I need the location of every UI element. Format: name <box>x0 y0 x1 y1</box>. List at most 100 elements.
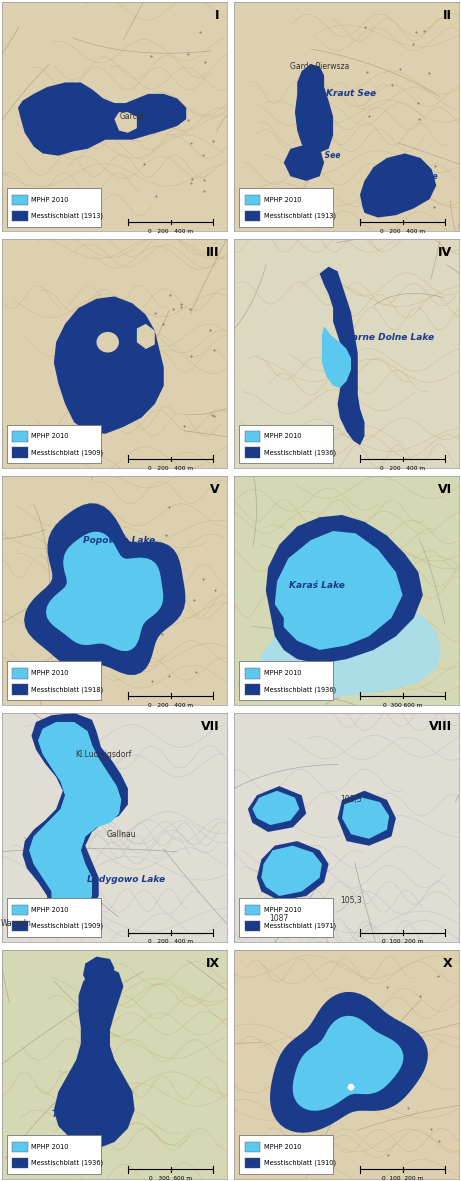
Bar <box>12 1142 28 1153</box>
Text: MPHP 2010: MPHP 2010 <box>31 433 69 439</box>
FancyBboxPatch shape <box>239 899 333 938</box>
Text: VIII: VIII <box>429 719 452 732</box>
Ellipse shape <box>96 332 119 352</box>
FancyBboxPatch shape <box>7 425 101 463</box>
Bar <box>244 1159 260 1168</box>
Text: 0   200   400 m: 0 200 400 m <box>148 229 193 234</box>
Polygon shape <box>270 992 428 1133</box>
Text: 0  100  200 m: 0 100 200 m <box>382 1176 423 1181</box>
Polygon shape <box>360 154 436 217</box>
Text: Czarne Dolne Lake: Czarne Dolne Lake <box>340 333 434 342</box>
Text: Messtischblatt (1936): Messtischblatt (1936) <box>31 1160 104 1167</box>
Text: MPHP 2010: MPHP 2010 <box>31 1144 69 1150</box>
Text: 0  100  200 m: 0 100 200 m <box>382 940 423 945</box>
Text: VI: VI <box>438 483 452 496</box>
Polygon shape <box>293 1016 403 1111</box>
Text: MPHP 2010: MPHP 2010 <box>264 1144 301 1150</box>
Text: MPHP 2010: MPHP 2010 <box>31 907 69 913</box>
Polygon shape <box>275 531 402 650</box>
FancyBboxPatch shape <box>7 1135 101 1174</box>
Text: Schloß-See: Schloß-See <box>75 389 131 397</box>
Bar <box>12 921 28 932</box>
Text: Kraut See: Kraut See <box>326 90 376 98</box>
Text: MPHP 2010: MPHP 2010 <box>264 907 301 913</box>
Polygon shape <box>342 797 389 839</box>
Polygon shape <box>20 722 121 928</box>
Text: Garcią: Garcią <box>120 112 145 122</box>
Polygon shape <box>18 83 186 156</box>
Text: Messtischblatt (1910): Messtischblatt (1910) <box>264 1160 336 1167</box>
Text: Messtischblatt (1909): Messtischblatt (1909) <box>31 924 104 929</box>
Text: 0   300  600 m: 0 300 600 m <box>149 1176 192 1181</box>
Text: 0   200   400 m: 0 200 400 m <box>148 703 193 707</box>
FancyBboxPatch shape <box>239 188 333 227</box>
Bar <box>244 905 260 915</box>
Polygon shape <box>248 787 306 831</box>
Text: 0   200   400 m: 0 200 400 m <box>148 465 193 471</box>
Text: X: X <box>443 957 452 970</box>
Text: Przebernal See: Przebernal See <box>372 171 437 181</box>
Text: I: I <box>215 9 220 22</box>
Text: Karaś Lake: Karaś Lake <box>290 581 345 590</box>
Polygon shape <box>46 531 163 651</box>
Polygon shape <box>83 957 114 988</box>
Polygon shape <box>337 791 396 846</box>
Polygon shape <box>137 324 155 350</box>
Text: MPHP 2010: MPHP 2010 <box>264 433 301 439</box>
Text: Messtischblatt (1936): Messtischblatt (1936) <box>264 686 336 692</box>
Text: V: V <box>210 483 220 496</box>
Polygon shape <box>257 605 441 700</box>
Bar <box>244 195 260 204</box>
Text: 1087: 1087 <box>270 914 289 924</box>
Text: VII: VII <box>201 719 220 732</box>
Text: Messtischblatt (1913): Messtischblatt (1913) <box>31 213 103 218</box>
Polygon shape <box>24 503 185 674</box>
Polygon shape <box>252 791 300 826</box>
Bar <box>244 210 260 221</box>
Text: Trupel Lake: Trupel Lake <box>52 1110 110 1120</box>
Bar <box>12 448 28 458</box>
Bar <box>12 668 28 679</box>
Text: Messtischblatt (1909): Messtischblatt (1909) <box>31 449 104 456</box>
Text: Großer See: Großer See <box>36 119 94 129</box>
Bar <box>12 1159 28 1168</box>
Text: 0   200   400 m: 0 200 400 m <box>148 940 193 945</box>
Text: MPHP 2010: MPHP 2010 <box>31 671 69 677</box>
Text: Messtischblatt (1936): Messtischblatt (1936) <box>264 449 336 456</box>
FancyBboxPatch shape <box>7 899 101 938</box>
Text: 0   200   400 m: 0 200 400 m <box>380 229 425 234</box>
Text: 0   200   400 m: 0 200 400 m <box>380 465 425 471</box>
Text: Lodygowo Lake: Lodygowo Lake <box>87 875 165 885</box>
Polygon shape <box>54 966 135 1149</box>
Bar <box>244 448 260 458</box>
Polygon shape <box>16 713 128 933</box>
FancyBboxPatch shape <box>239 1135 333 1174</box>
Text: 0  300 600 m: 0 300 600 m <box>383 703 422 707</box>
FancyBboxPatch shape <box>239 425 333 463</box>
Bar <box>12 195 28 204</box>
Text: Messtischblatt (1971): Messtischblatt (1971) <box>264 924 336 929</box>
Text: MPHP 2010: MPHP 2010 <box>264 196 301 203</box>
Text: Messtischblatt (1918): Messtischblatt (1918) <box>31 686 104 692</box>
Text: 103,5: 103,5 <box>340 795 362 804</box>
Text: IV: IV <box>438 246 452 259</box>
Bar <box>244 1142 260 1153</box>
Text: Kamin See: Kamin See <box>295 151 340 161</box>
Text: 105,3: 105,3 <box>340 896 362 905</box>
FancyBboxPatch shape <box>7 188 101 227</box>
Bar <box>244 668 260 679</box>
FancyBboxPatch shape <box>7 661 101 700</box>
Text: II: II <box>443 9 452 22</box>
FancyBboxPatch shape <box>239 661 333 700</box>
Bar <box>244 431 260 442</box>
Bar <box>12 210 28 221</box>
Bar <box>12 905 28 915</box>
Polygon shape <box>261 846 322 896</box>
Text: Warzeln: Warzeln <box>0 919 31 928</box>
Text: MPHP 2010: MPHP 2010 <box>264 671 301 677</box>
Bar <box>12 431 28 442</box>
Polygon shape <box>266 515 423 664</box>
Polygon shape <box>20 722 121 928</box>
Text: Popowko Lake: Popowko Lake <box>83 536 155 544</box>
Text: III: III <box>207 246 220 259</box>
